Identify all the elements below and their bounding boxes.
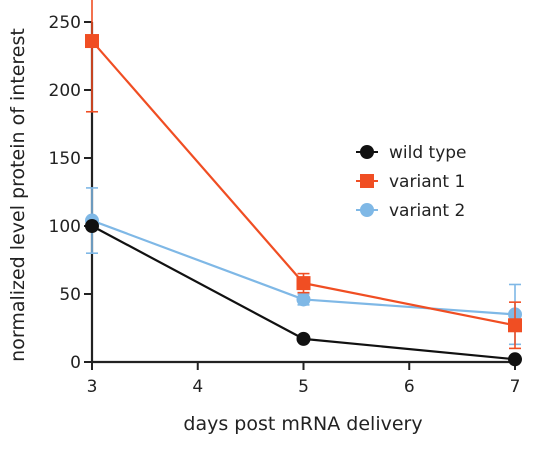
legend-item-variant-1: variant 1	[356, 172, 465, 192]
legend-label: wild type	[389, 143, 467, 163]
data-point	[508, 318, 522, 333]
y-tick-label: 250	[49, 13, 81, 33]
x-tick-label: 7	[510, 377, 521, 397]
y-axis-title: normalized level protein of interest	[7, 28, 29, 362]
y-tick-label: 50	[59, 285, 81, 305]
series-wild-type	[85, 219, 522, 367]
data-point	[296, 331, 311, 346]
legend-label: variant 2	[389, 201, 465, 221]
legend: wild type variant 1 variant 2	[356, 143, 467, 221]
x-tick-label: 6	[404, 377, 415, 397]
legend-label: variant 1	[389, 172, 465, 192]
legend-marker	[360, 203, 374, 217]
data-point	[508, 352, 522, 367]
legend-marker	[360, 174, 374, 188]
y-tick-label: 0	[70, 353, 81, 373]
y-tick-label: 150	[49, 149, 81, 169]
legend-marker	[360, 145, 374, 159]
y-tick-label: 200	[49, 81, 81, 101]
data-point	[296, 276, 311, 291]
series-area	[85, 0, 522, 367]
axes: 0 50 100 150 200 250 3 4 5 6 7	[49, 13, 521, 397]
x-tick-label: 5	[298, 377, 309, 397]
data-point	[296, 292, 311, 307]
x-axis-title: days post mRNA delivery	[183, 413, 422, 435]
y-tick-label: 100	[49, 217, 81, 237]
x-tick-label: 4	[192, 377, 203, 397]
legend-item-wild-type: wild type	[356, 143, 467, 163]
data-point	[85, 219, 99, 233]
legend-item-variant-2: variant 2	[356, 201, 465, 221]
series-variant-1	[85, 0, 522, 350]
x-tick-label: 3	[87, 377, 98, 397]
data-point	[85, 34, 99, 49]
